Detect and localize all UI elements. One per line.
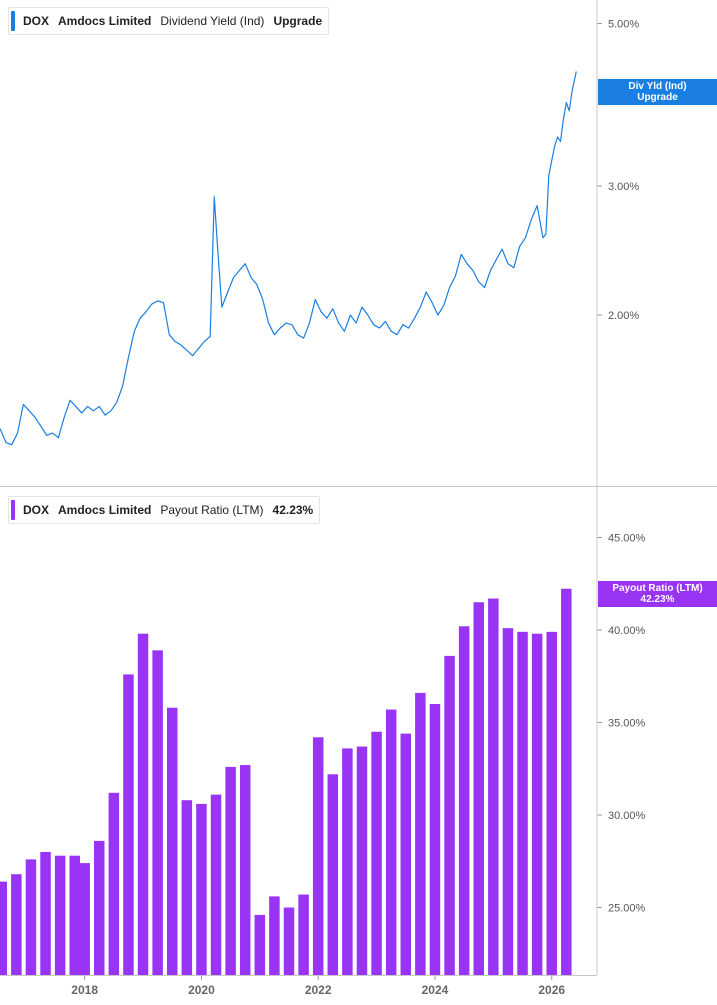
payout-ratio-bar (415, 692, 426, 975)
payout-ratio-bar (283, 907, 295, 975)
legend-company: Amdocs Limited (58, 503, 152, 517)
payout-ratio-bar (429, 704, 441, 975)
payout-ratio-panel: 25.00% 30.00% 35.00% 40.00% 45.00% 2018 2020 20… (0, 533, 646, 997)
tag-line-2: 42.23% (640, 594, 675, 605)
payout-ratio-bar (371, 731, 382, 975)
payout-ratio-bar (298, 894, 309, 975)
x-tick-label: 2024 (422, 983, 449, 997)
legend-metric: Dividend Yield (Ind) (160, 14, 265, 28)
payout-ratio-bar (488, 598, 499, 975)
payout-ratio-bar (356, 746, 368, 975)
payout-ratio-bar (458, 626, 470, 975)
payout-ratio-bar (546, 631, 557, 975)
payout-ratio-bar (79, 863, 90, 975)
payout-ratio-bar (123, 674, 134, 975)
payout-ratio-bar (517, 631, 528, 975)
x-tick-label: 2020 (188, 983, 215, 997)
y-tick-label: 5.00% (608, 18, 639, 30)
payout-ratio-bar (254, 914, 266, 975)
y-tick-label: 35.00% (608, 718, 646, 730)
y-tick-label: 3.00% (608, 181, 639, 193)
payout-ratio-bar (69, 855, 80, 975)
payout-ratio-bar (561, 588, 572, 975)
y-tick-label: 40.00% (608, 625, 646, 637)
payout-ratio-bar (239, 765, 251, 975)
payout-ratio-legend-swatch (11, 500, 15, 520)
payout-ratio-bar (152, 650, 163, 975)
tag-line-1: Payout Ratio (LTM) (612, 583, 703, 594)
payout-ratio-bar (108, 792, 120, 975)
x-tick-label: 2026 (538, 983, 565, 997)
legend-value: 42.23% (272, 503, 314, 517)
y-tick-label: 45.00% (608, 533, 646, 545)
y-tick-label: 2.00% (608, 310, 639, 322)
dividend-yield-legend: DOX Amdocs Limited Dividend Yield (Ind) … (8, 7, 330, 35)
legend-ticker: DOX (23, 503, 50, 517)
dividend-yield-legend-swatch (11, 11, 15, 31)
payout-ratio-bar (137, 633, 149, 975)
payout-ratio-bar (342, 748, 353, 975)
payout-ratio-value-tag: Payout Ratio (LTM) 42.23% (598, 581, 717, 607)
legend-metric: Payout Ratio (LTM) (160, 503, 264, 517)
payout-ratio-bar (312, 737, 324, 975)
payout-ratio-bar (25, 859, 37, 975)
payout-ratio-bar (225, 766, 236, 975)
tag-line-2: Upgrade (637, 92, 678, 103)
legend-ticker: DOX (23, 14, 50, 28)
payout-ratio-bar (327, 774, 339, 975)
payout-ratio-bar (502, 628, 514, 975)
payout-ratio-bar (473, 602, 484, 975)
payout-ratio-bar (11, 874, 22, 975)
payout-ratio-bar (444, 655, 455, 975)
payout-ratio-bar (40, 852, 51, 975)
payout-ratio-bar (400, 733, 412, 975)
dividend-yield-value-tag: Div Yld (Ind) Upgrade (598, 79, 717, 105)
payout-ratio-bar (210, 794, 222, 975)
payout-ratio-bar (196, 803, 207, 975)
payout-ratio-legend: DOX Amdocs Limited Payout Ratio (LTM) 42… (8, 496, 321, 524)
y-tick-label: 30.00% (608, 810, 646, 822)
payout-ratio-bar (0, 881, 7, 975)
y-tick-label: 25.00% (608, 903, 646, 915)
tag-line-1: Div Yld (Ind) (628, 81, 687, 92)
dividend-yield-line (0, 71, 577, 446)
payout-ratio-bar (166, 707, 178, 975)
payout-ratio-bar (531, 633, 543, 975)
x-tick-label: 2018 (71, 983, 98, 997)
legend-value[interactable]: Upgrade (273, 14, 323, 28)
payout-ratio-bar (269, 896, 280, 975)
x-tick-label: 2022 (305, 983, 332, 997)
dividend-yield-panel: 2.00% 3.00% 5.00% (0, 18, 639, 446)
payout-ratio-bar (54, 855, 66, 975)
payout-ratio-bar (181, 800, 193, 975)
payout-ratio-bar (385, 709, 397, 975)
payout-ratio-bar (94, 840, 105, 975)
legend-company: Amdocs Limited (58, 14, 152, 28)
